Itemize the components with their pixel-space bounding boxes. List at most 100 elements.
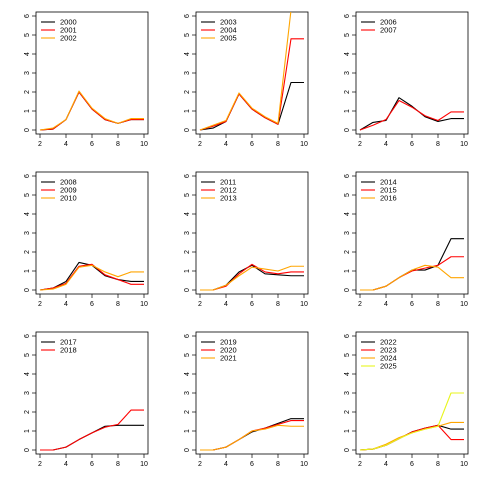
y-tick-label: 2 <box>24 410 31 414</box>
y-tick-label: 4 <box>24 372 31 376</box>
x-tick-label: 2 <box>38 301 42 308</box>
x-tick-label: 2 <box>38 141 42 148</box>
series-line-2017 <box>40 424 144 451</box>
y-tick-label: 5 <box>344 193 351 197</box>
y-tick-label: 2 <box>24 90 31 94</box>
series-line-2015 <box>360 256 464 291</box>
y-tick-label: 3 <box>184 391 191 395</box>
x-tick-label: 2 <box>358 141 362 148</box>
legend-label: 2023 <box>380 346 397 355</box>
x-tick-label: 6 <box>410 461 414 468</box>
y-tick-label: 5 <box>24 353 31 357</box>
x-tick-label: 6 <box>90 141 94 148</box>
series-line-2010 <box>39 264 144 291</box>
series-line-2000 <box>39 91 144 131</box>
legend-label: 2017 <box>60 338 77 347</box>
x-tick-label: 10 <box>300 461 308 468</box>
y-tick-label: 2 <box>24 250 31 254</box>
series-line-2003 <box>199 81 304 131</box>
y-tick-label: 4 <box>184 212 191 216</box>
x-tick-label: 2 <box>358 461 362 468</box>
series-line-2018 <box>40 409 144 451</box>
legend-label: 2006 <box>380 18 397 27</box>
y-tick-label: 5 <box>344 33 351 37</box>
x-tick-label: 4 <box>384 141 388 148</box>
x-tick-label: 4 <box>224 461 228 468</box>
legend-label: 2005 <box>220 34 237 43</box>
series-line-2012 <box>200 263 304 291</box>
y-tick-label: 6 <box>344 334 351 338</box>
y-tick-label: 1 <box>184 109 191 113</box>
x-tick-label: 8 <box>436 461 440 468</box>
y-tick-label: 0 <box>344 128 351 132</box>
x-tick-label: 4 <box>224 301 228 308</box>
x-tick-label: 10 <box>140 461 148 468</box>
y-tick-label: 4 <box>184 372 191 376</box>
x-tick-label: 2 <box>38 461 42 468</box>
legend-label: 2001 <box>60 26 77 35</box>
y-tick-label: 4 <box>24 52 31 56</box>
y-tick-label: 6 <box>184 334 191 338</box>
x-tick-label: 2 <box>358 301 362 308</box>
legend-label: 2008 <box>60 178 77 187</box>
x-tick-label: 8 <box>116 461 120 468</box>
legend-label: 2003 <box>220 18 237 27</box>
x-tick-label: 4 <box>64 301 68 308</box>
legend-label: 2024 <box>380 354 397 363</box>
series-line-2006 <box>359 97 464 131</box>
x-tick-label: 10 <box>140 141 148 148</box>
x-tick-label: 10 <box>460 141 468 148</box>
y-tick-label: 6 <box>24 334 31 338</box>
y-tick-label: 4 <box>24 212 31 216</box>
y-tick-label: 3 <box>24 391 31 395</box>
series-line-2013 <box>200 265 304 291</box>
legend-label: 2004 <box>220 26 237 35</box>
y-tick-label: 3 <box>344 391 351 395</box>
legend-label: 2010 <box>60 194 77 203</box>
x-tick-label: 6 <box>90 461 94 468</box>
y-tick-label: 5 <box>344 353 351 357</box>
x-tick-label: 6 <box>250 461 254 468</box>
legend-label: 2014 <box>380 178 397 187</box>
x-tick-label: 4 <box>224 141 228 148</box>
x-tick-label: 4 <box>64 461 68 468</box>
y-tick-label: 3 <box>24 231 31 235</box>
legend-label: 2019 <box>220 338 237 347</box>
legend-label: 2020 <box>220 346 237 355</box>
legend-label: 2021 <box>220 354 237 363</box>
series-line-2001 <box>39 91 144 131</box>
x-tick-label: 8 <box>116 301 120 308</box>
series-line-2025 <box>359 392 464 451</box>
y-tick-label: 5 <box>184 33 191 37</box>
legend-label: 2025 <box>380 362 397 371</box>
x-tick-label: 6 <box>410 301 414 308</box>
y-tick-label: 0 <box>184 288 191 292</box>
y-tick-label: 0 <box>184 128 191 132</box>
y-tick-label: 2 <box>344 90 351 94</box>
y-tick-label: 0 <box>344 288 351 292</box>
y-tick-label: 6 <box>184 174 191 178</box>
y-tick-label: 1 <box>184 429 191 433</box>
y-tick-label: 0 <box>24 288 31 292</box>
y-tick-label: 5 <box>24 33 31 37</box>
series-line-2007 <box>359 100 464 131</box>
y-tick-label: 1 <box>344 269 351 273</box>
series-line-2005 <box>199 12 292 131</box>
y-tick-label: 3 <box>184 231 191 235</box>
y-tick-label: 6 <box>24 174 31 178</box>
y-tick-label: 1 <box>24 269 31 273</box>
y-tick-label: 2 <box>184 410 191 414</box>
x-tick-label: 10 <box>460 301 468 308</box>
series-line-2023 <box>359 424 464 451</box>
y-tick-label: 6 <box>184 14 191 18</box>
x-tick-label: 2 <box>198 141 202 148</box>
series-line-2004 <box>199 38 304 131</box>
x-tick-label: 4 <box>384 461 388 468</box>
y-tick-label: 3 <box>24 71 31 75</box>
